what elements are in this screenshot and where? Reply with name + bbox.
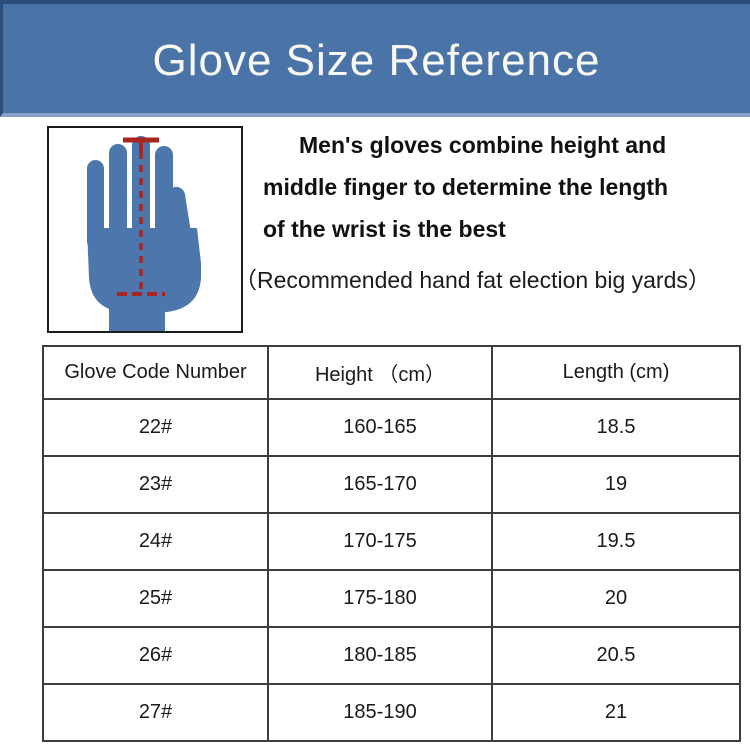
table-header-row: Glove Code Number Height （cm） Length (cm…: [42, 345, 741, 400]
cell-length: 20.5: [491, 626, 741, 685]
cell-length: 21: [491, 683, 741, 742]
table-row: 25# 175-180 20: [42, 569, 741, 628]
cell-height: 165-170: [267, 455, 493, 514]
cell-code: 25#: [42, 569, 269, 628]
cell-length: 19: [491, 455, 741, 514]
cell-height: 160-165: [267, 398, 493, 457]
cell-length: 18.5: [491, 398, 741, 457]
cell-code: 27#: [42, 683, 269, 742]
cell-code: 23#: [42, 455, 269, 514]
table-row: 26# 180-185 20.5: [42, 626, 741, 685]
size-table: Glove Code Number Height （cm） Length (cm…: [42, 345, 741, 742]
table-row: 27# 185-190 21: [42, 683, 741, 742]
hand-measurement-icon: [87, 136, 201, 331]
hand-diagram-box: [47, 126, 243, 333]
cell-code: 22#: [42, 398, 269, 457]
cell-height: 185-190: [267, 683, 493, 742]
col-header-height: Height （cm）: [267, 345, 493, 400]
recommendation-note: （Recommended hand fat election big yards…: [234, 267, 711, 293]
table-row: 23# 165-170 19: [42, 455, 741, 514]
intro-line-1: Men's gloves combine height and: [299, 132, 667, 158]
cell-length: 19.5: [491, 512, 741, 571]
cell-height: 175-180: [267, 569, 493, 628]
intro-line-2: middle finger to determine the length: [263, 174, 669, 200]
header-banner: Glove Size Reference: [0, 0, 750, 117]
measurement-line-icon: [117, 137, 165, 296]
intro-text: Men's gloves combine height and middle f…: [263, 124, 743, 250]
page-title: Glove Size Reference: [152, 35, 601, 85]
table-row: 22# 160-165 18.5: [42, 398, 741, 457]
col-header-glove-code: Glove Code Number: [42, 345, 269, 400]
hand-silhouette: [87, 136, 201, 331]
cell-length: 20: [491, 569, 741, 628]
col-header-length: Length (cm): [491, 345, 741, 400]
table-row: 24# 170-175 19.5: [42, 512, 741, 571]
cell-height: 170-175: [267, 512, 493, 571]
cell-height: 180-185: [267, 626, 493, 685]
cell-code: 24#: [42, 512, 269, 571]
cell-code: 26#: [42, 626, 269, 685]
intro-line-3: of the wrist is the best: [263, 216, 506, 242]
